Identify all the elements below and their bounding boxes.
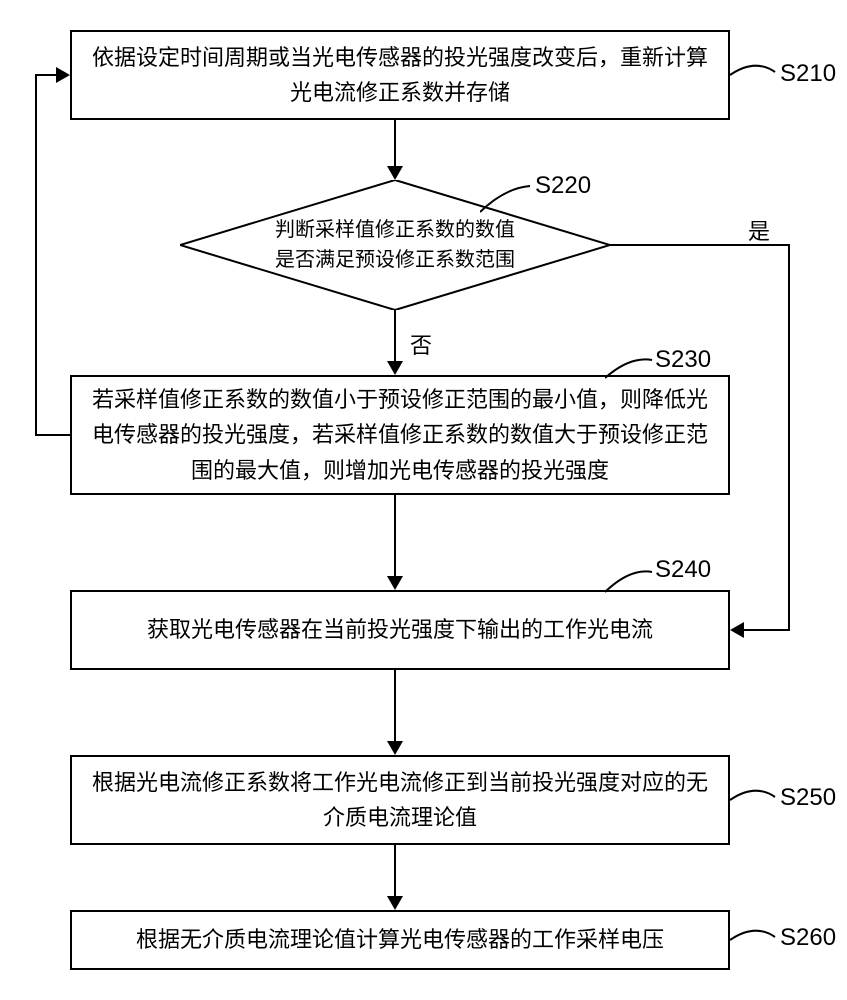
leader-s230 [605, 350, 655, 380]
arrowhead-s220-s230 [387, 361, 403, 375]
node-s210: 依据设定时间周期或当光电传感器的投光强度改变后，重新计算光电流修正系数并存储 [70, 30, 730, 120]
flowchart-canvas: 依据设定时间周期或当光电传感器的投光强度改变后，重新计算光电流修正系数并存储 S… [0, 0, 847, 1000]
leader-s240 [605, 560, 655, 593]
label-s220: S220 [535, 172, 591, 200]
edge-label-yes: 是 [748, 214, 770, 246]
label-s240: S240 [655, 556, 711, 584]
edge-s250-s260 [394, 845, 396, 896]
node-s230-text: 若采样值修正系数的数值小于预设修正范围的最小值，则降低光电传感器的投光强度，若采… [88, 382, 712, 488]
edge-label-no: 否 [410, 328, 432, 360]
node-s250: 根据光电流修正系数将工作光电流修正到当前投光强度对应的无介质电流理论值 [70, 755, 730, 845]
edge-s230-s210-v [35, 74, 37, 436]
node-s260: 根据无介质电流理论值计算光电传感器的工作采样电压 [70, 910, 730, 970]
edge-s220-s240-h2 [744, 629, 790, 631]
label-s230: S230 [655, 346, 711, 374]
node-s220-text: 判断采样值修正系数的数值 是否满足预设修正系数范围 [260, 215, 530, 275]
node-s230: 若采样值修正系数的数值小于预设修正范围的最小值，则降低光电传感器的投光强度，若采… [70, 375, 730, 495]
edge-s230-s240 [394, 495, 396, 576]
node-s250-text: 根据光电流修正系数将工作光电流修正到当前投光强度对应的无介质电流理论值 [88, 765, 712, 835]
node-s240-text: 获取光电传感器在当前投光强度下输出的工作光电流 [147, 612, 653, 647]
leader-s220 [480, 180, 535, 215]
arrowhead-s230-s210 [56, 67, 70, 83]
node-s260-text: 根据无介质电流理论值计算光电传感器的工作采样电压 [136, 922, 664, 957]
leader-s250 [730, 780, 780, 805]
label-s250: S250 [780, 784, 836, 812]
label-s210: S210 [780, 60, 836, 88]
edge-s210-s220 [394, 120, 396, 166]
node-s210-text: 依据设定时间周期或当光电传感器的投光强度改变后，重新计算光电流修正系数并存储 [88, 40, 712, 110]
edge-s220-s230 [394, 310, 396, 361]
arrowhead-s240-s250 [387, 741, 403, 755]
node-s240: 获取光电传感器在当前投光强度下输出的工作光电流 [70, 590, 730, 670]
leader-s260 [730, 920, 780, 945]
arrowhead-s210-s220 [387, 166, 403, 180]
edge-s230-s210-h1 [35, 434, 70, 436]
edge-s230-s210-h2 [35, 74, 56, 76]
arrowhead-s220-s240 [730, 622, 744, 638]
arrowhead-s250-s260 [387, 896, 403, 910]
label-s260: S260 [780, 924, 836, 952]
arrowhead-s230-s240 [387, 576, 403, 590]
edge-s220-s240-v [788, 244, 790, 631]
edge-s240-s250 [394, 670, 396, 741]
leader-s210 [730, 55, 780, 80]
